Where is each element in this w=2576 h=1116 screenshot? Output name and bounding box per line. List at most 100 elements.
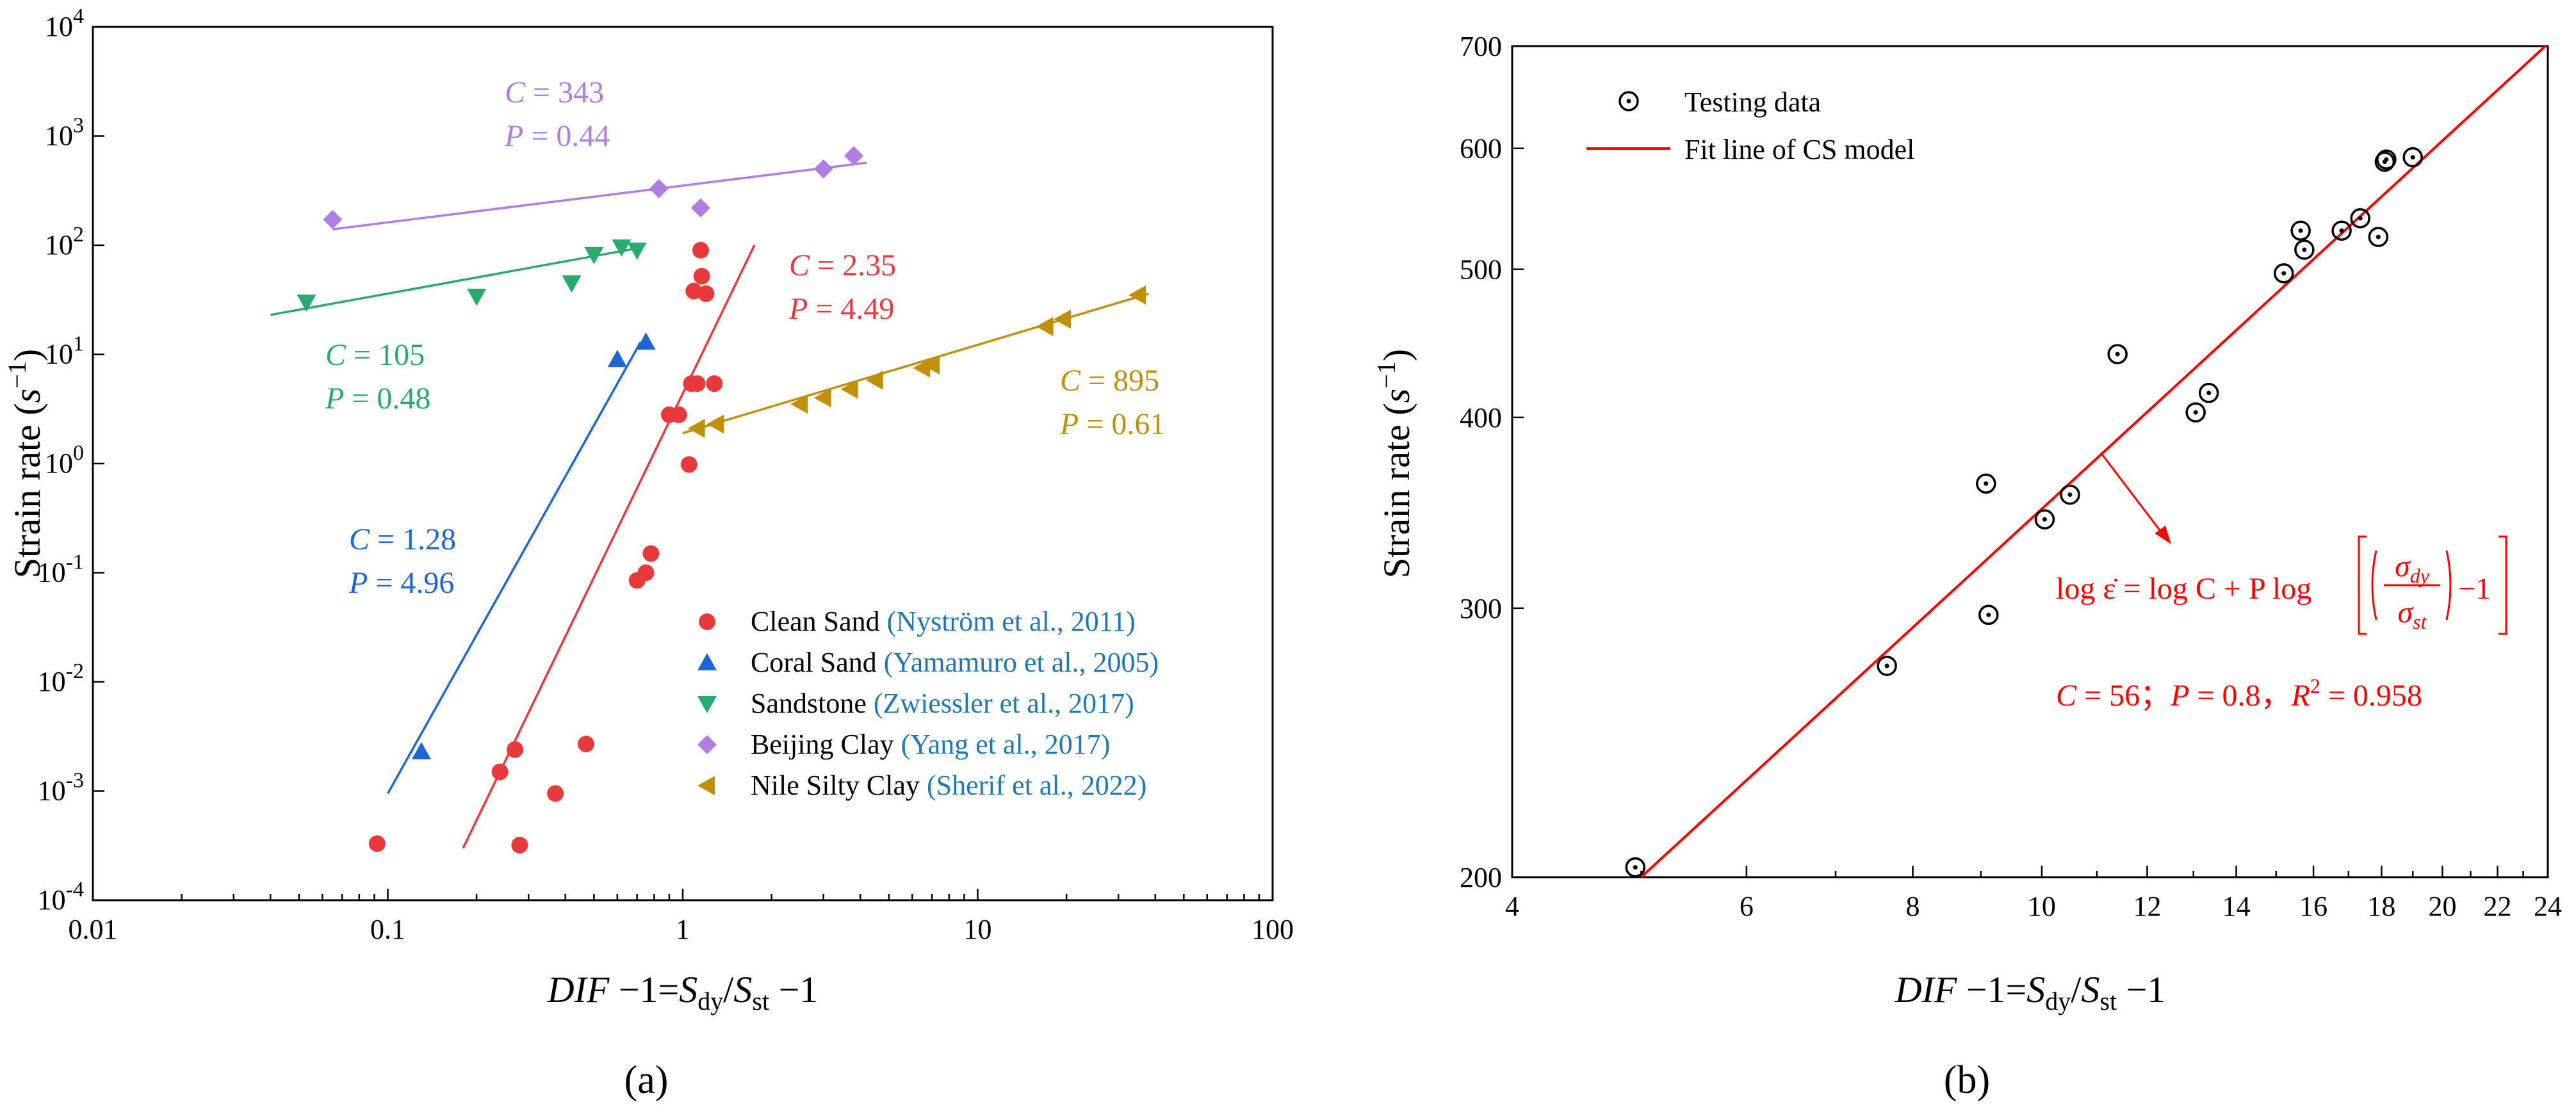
y-tick-exponent: 0 [73, 441, 84, 465]
parameter-value: = 0.61 [1079, 407, 1165, 441]
x-axis-title: DIF −1=Sdy/Sst −1 [547, 969, 819, 1015]
x-tick-label: 10 [964, 914, 992, 945]
formula-sigma: σ [2397, 595, 2414, 629]
circle-marker [547, 785, 564, 802]
y-tick-exponent: -3 [66, 769, 84, 793]
x-tick-label: 16 [2299, 891, 2327, 922]
circle-marker [697, 285, 715, 302]
circle-dot-marker-dot [2067, 492, 2073, 497]
formula-bracket-right [2499, 535, 2507, 635]
axis-title-sup: −1 [3, 361, 31, 389]
circle-dot-marker [2368, 227, 2389, 247]
panel-label: (b) [1944, 1058, 1990, 1102]
circle-dot-marker [2350, 208, 2370, 229]
legend-circle-dot-marker [1618, 91, 1639, 111]
y-tick-label: 10-4 [38, 878, 84, 916]
y-tick-label: 10-2 [38, 659, 84, 697]
circle-marker [507, 741, 524, 758]
parameter-value: = 343 [525, 76, 604, 109]
parameter-value: = 0.44 [523, 119, 610, 153]
left-triangle-marker [706, 414, 724, 434]
circle-dot-marker-dot [2410, 155, 2415, 160]
parameter-label: P = 4.49 [788, 292, 894, 326]
axis-title-s: S [733, 969, 752, 1010]
y-tick-label: 104 [45, 4, 84, 42]
y-tick-base: 10 [45, 229, 73, 261]
x-tick-label: 20 [2428, 891, 2456, 922]
annotation-arrow-shaft [2099, 452, 2161, 531]
parameter-value: = 2.35 [810, 248, 896, 282]
circle-dot-marker [2290, 220, 2311, 241]
left-triangle-marker [687, 419, 705, 439]
axis-title-sup: −1 [1372, 361, 1401, 389]
y-tick-label: 101 [45, 332, 84, 370]
y-tick-label: 500 [1460, 254, 1502, 286]
parameter-symbol: P [504, 119, 523, 153]
circle-dot-marker-dot [1984, 481, 1989, 486]
axis-title-part: −1 [769, 969, 818, 1010]
circle-dot-marker-dot [2358, 216, 2363, 221]
legend-label: Testing data [1684, 86, 1821, 118]
circle-dot-marker [2274, 263, 2294, 284]
parameter-exponent: 2 [2310, 674, 2320, 697]
panel-a: 0.01 0.1 1 10 10010-410-310-210-110010110210… [3, 4, 1294, 1102]
parameter-label: P = 4.96 [348, 566, 454, 600]
legend-citation: (Sherif et al., 2022) [927, 770, 1146, 801]
parameter-value: = 0.48 [344, 382, 430, 416]
circle-dot-marker-dot [2115, 352, 2120, 357]
parameter-label: C = 895 [1060, 364, 1159, 398]
left-triangle-marker [1129, 285, 1146, 305]
axis-title-part: −1= [609, 969, 679, 1010]
x-tick-label: 0.01 [69, 914, 118, 945]
left-triangle-marker [790, 394, 808, 414]
circle-marker [491, 763, 509, 780]
parameter-label: P = 0.48 [325, 382, 430, 416]
x-tick-label: 18 [2367, 891, 2395, 922]
y-tick-label: 100 [45, 441, 84, 479]
axis-title-s: S [2081, 969, 2099, 1010]
circle-marker [670, 406, 687, 423]
axis-title-part: / [723, 969, 734, 1010]
y-tick-label: 400 [1460, 402, 1502, 433]
circle-dot-marker-dot [2376, 234, 2381, 239]
circle-dot-marker-dot [2281, 271, 2287, 276]
y-tick-exponent: 2 [73, 223, 84, 247]
axis-title-dif: DIF [547, 969, 610, 1010]
diamond-marker [844, 146, 863, 166]
legend-label: Beijing Clay (Yang et al., 2017) [751, 729, 1110, 760]
parameter-label: C = 343 [505, 76, 604, 109]
y-tick-exponent: 4 [73, 4, 84, 28]
y-tick-label: 700 [1460, 31, 1502, 62]
legend-left-triangle-marker [697, 776, 715, 795]
legend-citation: (Yamamuro et al., 2005) [884, 647, 1159, 678]
y-tick-base: 10 [38, 884, 66, 916]
legend-up-triangle-marker [697, 653, 717, 670]
parameter-symbol: P [2170, 679, 2189, 713]
axis-title-s: s [1376, 389, 1417, 403]
circle-dot-marker-dot [2042, 517, 2047, 522]
circle-dot-marker [2198, 382, 2219, 403]
parameter-label: C = 2.35 [789, 248, 896, 282]
legend-citation: (Zwiessler et al., 2017) [874, 688, 1134, 719]
fit-line [332, 161, 867, 230]
axis-title-part: Strain rate ( [6, 403, 48, 578]
circle-marker [642, 545, 660, 562]
legend-series-name: Nile Silty Clay [751, 770, 927, 801]
formula-denominator: σst [2397, 595, 2427, 633]
parameter-symbol: C [789, 248, 810, 282]
parameter-value: = 56； [2076, 679, 2171, 713]
left-triangle-marker [1054, 309, 1072, 329]
circle-marker [692, 241, 709, 259]
axis-title-sub: st [752, 987, 769, 1015]
x-tick-label: 12 [2133, 891, 2161, 922]
y-tick-exponent: 1 [73, 332, 84, 356]
parameter-value: = 4.96 [368, 566, 454, 600]
x-tick-label: 14 [2222, 891, 2251, 922]
axis-title-s: S [679, 969, 697, 1010]
y-tick-exponent: -4 [66, 878, 84, 902]
diamond-marker [323, 209, 343, 229]
circle-dot-marker-dot [1884, 663, 1889, 668]
formula-sigma: σ [2395, 549, 2411, 583]
parameter-symbol: P [788, 292, 808, 326]
